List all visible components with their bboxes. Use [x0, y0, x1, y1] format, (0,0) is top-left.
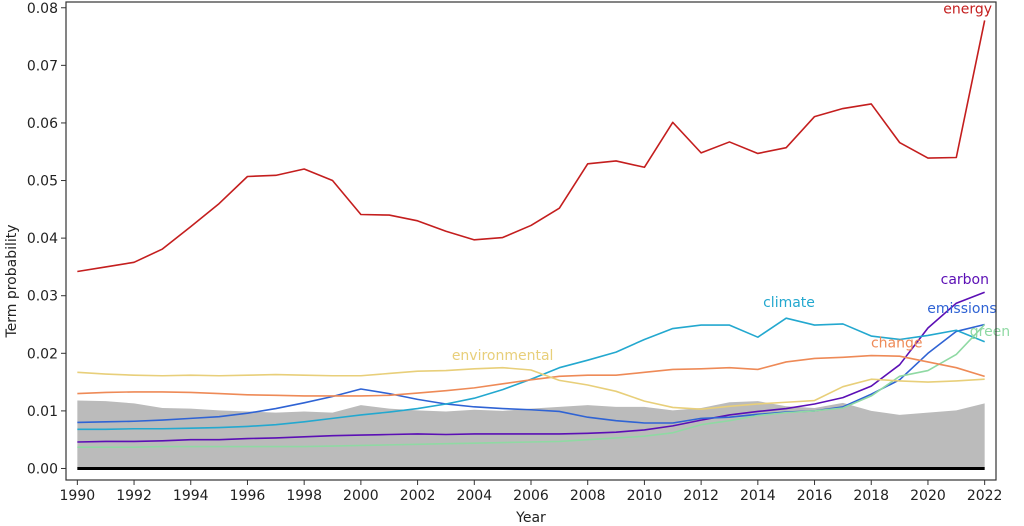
y-tick-label: 0.03: [27, 289, 58, 305]
axes-layer: 1990 1992 1994 1996 1998 2000 2002 2004 2006 2008…: [27, 1, 1003, 504]
series-label-environmental: environmental: [452, 348, 554, 364]
x-tick-label: 1994: [173, 488, 209, 504]
x-tick-label: 2008: [570, 488, 606, 504]
x-tick-label: 1990: [60, 488, 96, 504]
x-axis-title: Year: [515, 510, 546, 526]
x-tick-label: 2014: [740, 488, 776, 504]
x-tick-label: 2020: [910, 488, 946, 504]
x-tick-label: 2016: [797, 488, 833, 504]
y-tick-label: 0.04: [27, 231, 58, 247]
series-label-energy: energy: [943, 2, 992, 18]
y-tick-label: 0.08: [27, 1, 58, 17]
x-tick-label: 2012: [683, 488, 719, 504]
series-line-environmental: [77, 366, 985, 410]
x-tick-label: 1992: [116, 488, 152, 504]
y-tick-label: 0.02: [27, 346, 58, 362]
x-tick-label: 2022: [967, 488, 1003, 504]
y-tick-label: 0.07: [27, 58, 58, 74]
y-tick-label: 0.01: [27, 404, 58, 420]
x-tick-label: 2010: [627, 488, 663, 504]
series-label-emissions: emissions: [927, 301, 996, 317]
x-tick-label: 2004: [456, 488, 492, 504]
y-tick-label: 0.05: [27, 174, 58, 190]
x-tick-label: 2002: [400, 488, 436, 504]
series-lines-layer: [77, 20, 986, 448]
y-tick-label: 0.06: [27, 116, 58, 132]
series-label-carbon: carbon: [941, 272, 989, 288]
y-axis-title: Term probability: [4, 224, 20, 338]
x-tick-label: 2018: [853, 488, 889, 504]
x-tick-label: 2000: [343, 488, 379, 504]
series-line-change: [77, 354, 985, 397]
series-line-carbon: [77, 291, 985, 443]
series-line-green: [77, 323, 986, 448]
y-tick-label: 0.00: [27, 461, 58, 477]
x-tick-label: 1998: [286, 488, 322, 504]
x-tick-label: 2006: [513, 488, 549, 504]
series-line-energy: [77, 20, 986, 273]
series-labels-layer: energy carbon emissions climate green change e…: [452, 2, 1010, 365]
series-label-change: change: [871, 336, 923, 352]
x-tick-label: 1996: [230, 488, 266, 504]
series-label-green: green: [970, 324, 1010, 340]
series-label-climate: climate: [763, 295, 815, 311]
